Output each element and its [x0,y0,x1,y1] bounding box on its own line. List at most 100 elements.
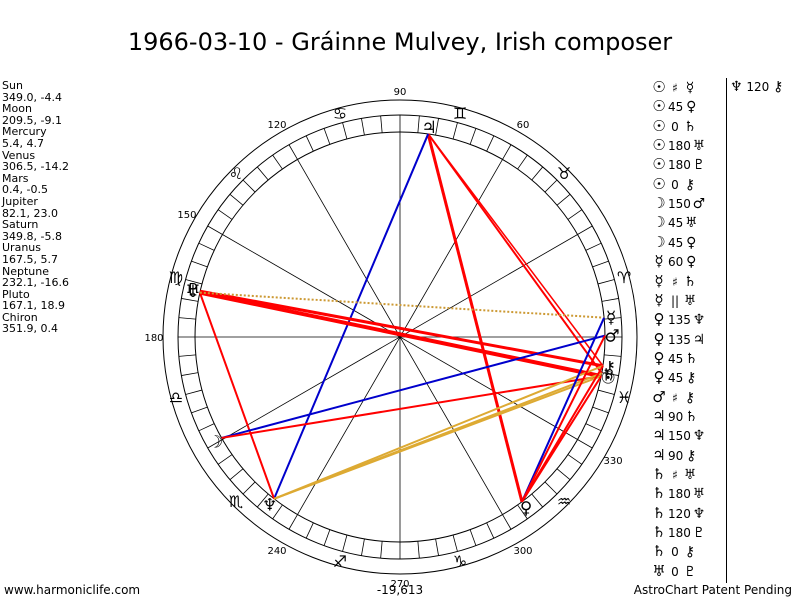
aspect-planet-glyph: ♄ [652,484,666,503]
aspect-planet-glyph: ♅ [683,292,697,309]
degree-label: 90 [394,87,407,98]
aspect-degree: 90 [668,448,684,463]
aspect-planet-glyph: ♀ [653,329,665,348]
aspect-degree: 150 [668,197,691,212]
aspect-degree: ♯ [672,274,678,289]
planet-coords: 82.1, 23.0 [2,206,58,220]
aspect-planet-glyph: ♄ [652,523,666,542]
planet-coords: 0.4, -0.5 [2,183,48,197]
planet-name: Uranus [2,241,41,255]
aspect-degree: 180 [668,139,691,154]
ring-tick [323,128,331,145]
ring-tick [198,242,215,251]
ring-tick [601,298,619,302]
aspect-planet-glyph: ⚷ [684,176,696,193]
ring-tick [181,298,199,302]
aspect-planet-glyph: ☿ [654,290,664,309]
aspect-degree: 45 [668,351,684,366]
aspect-degree: 45 [668,235,684,250]
ring-tick [486,135,495,152]
aspect-degree: 0 [671,564,679,579]
degree-label: 60 [517,120,530,131]
aspect-degree: 150 [668,429,691,444]
planet-marker-glyph: ☉ [600,368,615,388]
aspect-planet-glyph: ♆ [692,428,706,445]
ring-tick [323,529,331,546]
aspect-line [273,133,430,500]
ring-tick [361,118,365,136]
outer-circle [162,99,638,575]
aspect-planet-glyph: ☉ [652,78,666,96]
aspect-planet-glyph: ♆ [692,312,706,329]
zodiac-sign-glyph: ♎ [169,388,183,407]
ring-tick [486,522,495,539]
chart-title: 1966-03-10 - Gráinne Mulvey, Irish compo… [127,28,673,56]
planet-coords: 351.9, 0.4 [2,322,58,336]
aspect-planet-glyph: ♄ [652,542,666,561]
planet-marker-glyph: ♅ [185,282,200,302]
aspect-row: ♅ 0 ♇ [650,562,698,581]
ring-tick [556,193,571,206]
ring-tick [207,439,223,449]
ring-tick [604,354,622,357]
aspect-line [521,335,606,503]
ring-tick [601,372,619,376]
ring-tick [229,193,244,206]
ring-tick [288,514,298,530]
aspect-planet-glyph: ☿ [654,252,664,271]
ring-tick [342,122,348,140]
zodiac-sign-glyph: ♏ [229,492,243,511]
aspect-row: ♀ 135 ♆ [650,310,707,329]
aspect-row: ☉ 45 ♀ [650,97,699,116]
aspect-planet-glyph: ♀ [653,310,665,329]
aspect-planet-glyph: ♇ [683,563,697,580]
ring-tick [361,538,365,556]
ring-tick [556,468,571,481]
extra-aspect: ♆ 120 ⚷ [730,78,783,97]
aspect-planet-glyph: ♄ [652,503,666,522]
aspect-planet-glyph: ⚷ [686,370,697,387]
planet-marker-glyph: ♂ [604,327,619,347]
aspect-line [199,289,604,368]
aspect-degree: 0 [671,545,679,560]
aspect-line [426,133,524,503]
degree-label: 120 [267,120,286,131]
aspect-degree: 120 [668,506,691,521]
ring-tick [417,115,420,133]
extra-aspect-planet-2: ⚷ [773,79,784,95]
ring-tick [342,534,348,552]
ring-tick [604,317,622,320]
ring-tick [544,481,558,495]
ring-tick [191,406,208,414]
aspect-planet-glyph: ♄ [685,408,698,425]
aspect-degree: 60 [668,255,684,270]
aspect-row: ☉ 0 ♄ [650,117,698,136]
degree-label: 300 [513,546,532,557]
ring-tick [469,529,477,546]
aspect-planet-glyph: ⚷ [686,447,697,464]
ring-tick [544,179,558,193]
ring-tick [585,242,602,251]
planet-positions-list: Sun 349.0, -4.4 Moon 209.5, -9.1 Mercury 5.4,… [2,80,69,335]
ring-tick [185,279,203,285]
aspect-row: ☿ 60 ♀ [650,252,699,271]
aspect-row: ♄ 0 ⚷ [650,542,698,561]
footer-website[interactable]: www.harmoniclife.com [4,583,141,597]
aspect-line [427,133,604,367]
ring-tick [178,317,196,320]
aspect-planet-glyph: ♃ [692,331,706,348]
aspect-planet-glyph: ☿ [654,271,664,290]
ring-tick [597,389,615,395]
aspect-planet-glyph: ♅ [652,561,666,580]
ring-tick [517,154,528,170]
degree-label: 240 [267,546,286,557]
aspect-row: ♃ 90 ⚷ [650,446,699,465]
zodiac-sign-glyph: ♌ [229,164,243,183]
ring-tick [597,279,615,285]
planet-marker-glyph: ♀ [520,498,532,518]
ring-tick [242,179,256,193]
aspect-divider [726,78,727,583]
ring-tick [191,260,208,268]
planet-coords: 349.0, -4.4 [2,90,62,104]
